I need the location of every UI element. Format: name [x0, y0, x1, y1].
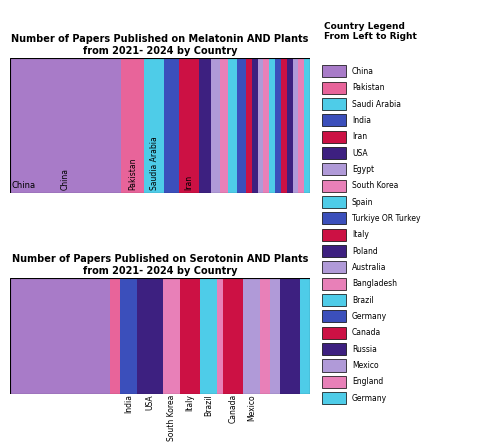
Text: Russia: Russia	[352, 345, 377, 353]
Text: Iran: Iran	[184, 175, 194, 190]
Bar	[110, 278, 120, 394]
Bar	[224, 278, 244, 394]
Bar	[322, 212, 346, 224]
Bar	[280, 278, 290, 394]
Bar	[322, 262, 346, 273]
Bar	[228, 58, 237, 193]
Bar	[179, 58, 200, 193]
Text: Italy: Italy	[186, 394, 194, 411]
Text: Mexico: Mexico	[352, 361, 378, 370]
Bar	[322, 147, 346, 159]
Bar	[322, 229, 346, 241]
Text: Poland: Poland	[352, 246, 378, 256]
Bar	[270, 278, 280, 394]
Bar	[322, 294, 346, 306]
Bar	[180, 278, 200, 394]
Bar	[10, 58, 120, 193]
Text: Italy: Italy	[352, 230, 369, 239]
Bar	[281, 58, 286, 193]
Text: Australia: Australia	[352, 263, 386, 272]
Bar	[10, 278, 110, 394]
Bar	[164, 278, 180, 394]
Text: India: India	[124, 394, 133, 413]
Bar	[322, 343, 346, 355]
Text: Turkiye OR Turkey: Turkiye OR Turkey	[352, 214, 420, 223]
Text: Egypt: Egypt	[352, 165, 374, 174]
Bar	[144, 58, 165, 193]
Bar	[275, 58, 281, 193]
Text: Pakistan: Pakistan	[352, 83, 384, 92]
Bar	[200, 278, 216, 394]
Bar	[269, 58, 275, 193]
Text: Mexico: Mexico	[247, 394, 256, 421]
Bar	[322, 65, 346, 78]
Bar	[322, 131, 346, 143]
Text: USA: USA	[146, 394, 154, 410]
Bar	[322, 327, 346, 339]
Bar	[300, 278, 310, 394]
Text: South Korea: South Korea	[167, 394, 176, 441]
Bar	[264, 58, 269, 193]
Bar	[322, 196, 346, 208]
Bar	[120, 278, 136, 394]
Text: Iran: Iran	[352, 132, 367, 141]
Text: China: China	[12, 181, 36, 190]
Title: Number of Papers Published on Serotonin AND Plants
from 2021- 2024 by Country: Number of Papers Published on Serotonin …	[12, 254, 308, 276]
Bar	[136, 278, 164, 394]
Text: Canada: Canada	[352, 328, 382, 337]
Text: China: China	[61, 168, 70, 190]
Bar	[304, 58, 310, 193]
Bar	[322, 180, 346, 192]
Bar	[120, 58, 144, 193]
Bar	[292, 58, 298, 193]
Bar	[164, 58, 179, 193]
Bar	[246, 58, 252, 193]
Text: Country Legend
From Left to Right: Country Legend From Left to Right	[324, 22, 417, 41]
Text: South Korea: South Korea	[352, 181, 399, 190]
Text: Germany: Germany	[352, 312, 387, 321]
Text: Brazil: Brazil	[352, 296, 374, 305]
Bar	[322, 359, 346, 371]
Bar	[290, 278, 300, 394]
Bar	[258, 58, 264, 193]
Title: Number of Papers Published on Melatonin AND Plants
from 2021- 2024 by Country: Number of Papers Published on Melatonin …	[12, 34, 308, 56]
Bar	[252, 58, 258, 193]
Bar	[322, 245, 346, 257]
Bar	[322, 114, 346, 126]
Text: Saudi Arabia: Saudi Arabia	[352, 99, 401, 108]
Text: Pakistan: Pakistan	[128, 157, 137, 190]
Bar	[220, 58, 228, 193]
Bar	[237, 58, 246, 193]
Bar	[322, 164, 346, 176]
Bar	[260, 278, 270, 394]
Bar	[298, 58, 304, 193]
Bar	[200, 58, 211, 193]
Text: USA: USA	[352, 149, 368, 158]
Bar	[322, 392, 346, 404]
Text: Saudia Arabia: Saudia Arabia	[150, 136, 158, 190]
Text: Spain: Spain	[352, 198, 374, 207]
Bar	[244, 278, 260, 394]
Text: Germany: Germany	[352, 394, 387, 403]
Bar	[211, 58, 220, 193]
Bar	[322, 98, 346, 110]
Bar	[322, 376, 346, 388]
Text: India: India	[352, 116, 371, 125]
Bar	[322, 310, 346, 323]
Text: China: China	[352, 67, 374, 76]
Bar	[322, 278, 346, 290]
Text: Canada: Canada	[229, 394, 238, 423]
Bar	[286, 58, 292, 193]
Text: England: England	[352, 377, 384, 386]
Bar	[322, 82, 346, 94]
Text: Brazil: Brazil	[204, 394, 213, 416]
Bar	[216, 278, 224, 394]
Text: Bangladesh: Bangladesh	[352, 279, 397, 288]
